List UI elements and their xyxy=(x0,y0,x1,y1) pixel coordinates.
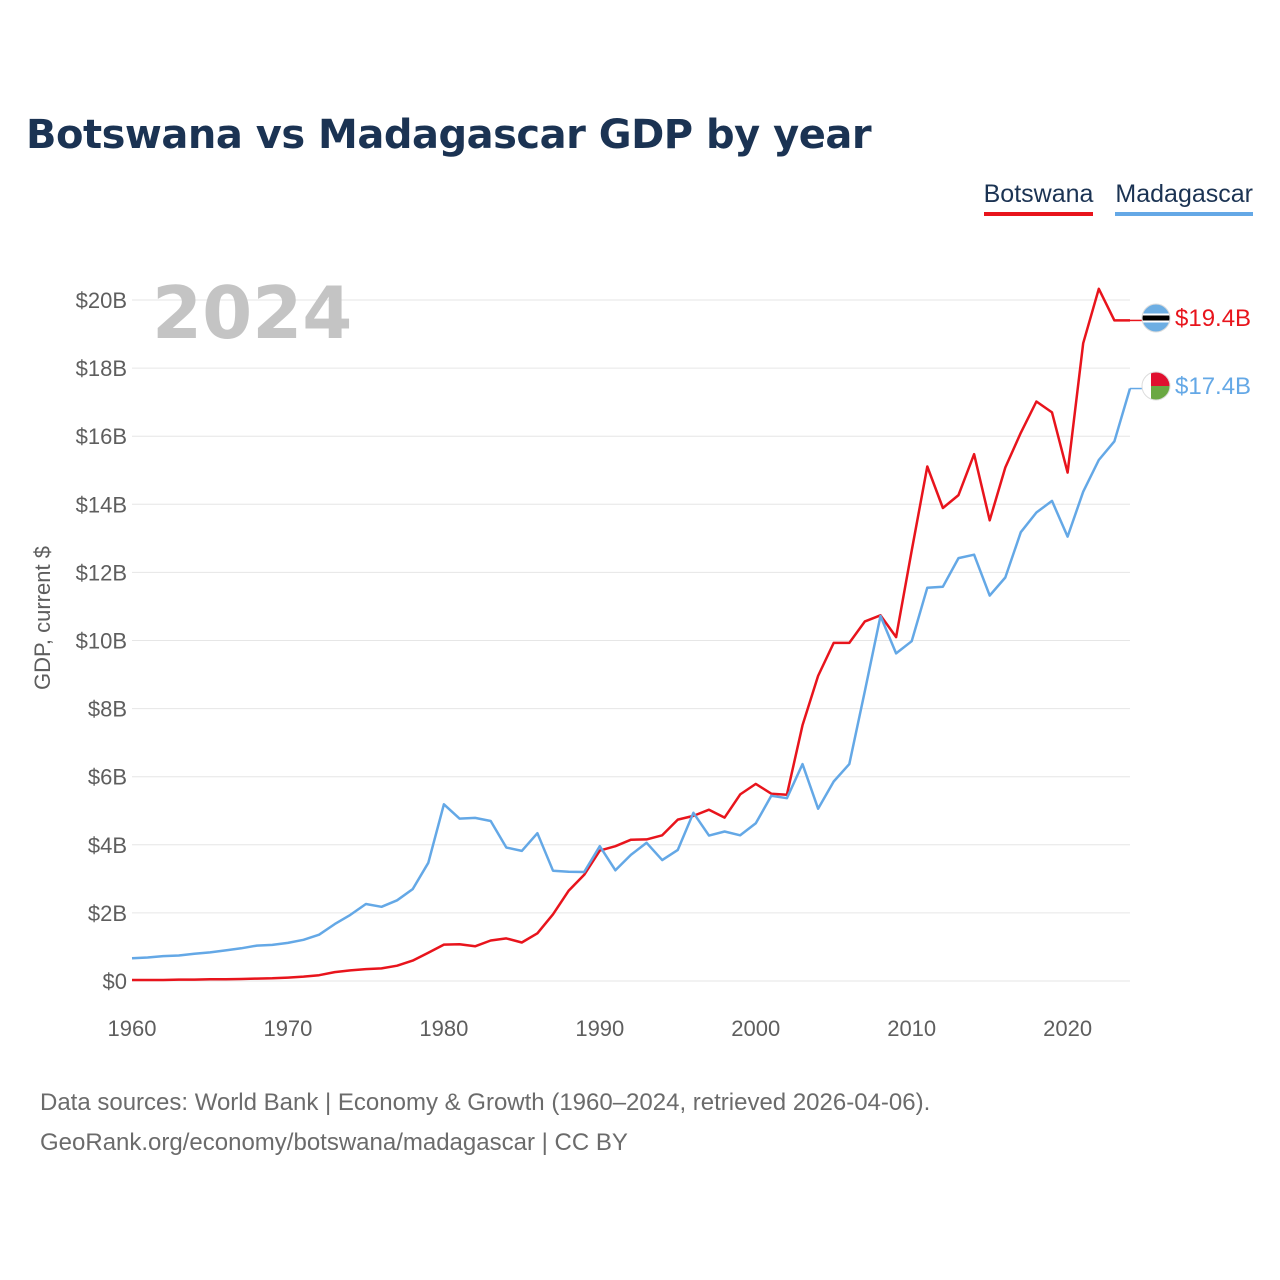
y-tick-label: $18B xyxy=(76,356,127,381)
series-line-madagascar xyxy=(131,388,1132,960)
series-line-botswana xyxy=(132,287,1130,982)
data-sources: Data sources: World Bank | Economy & Gro… xyxy=(40,1083,930,1163)
legend: Botswana Madagascar xyxy=(983,180,1253,216)
botswana-flag-icon xyxy=(1141,303,1171,333)
y-tick-label: $6B xyxy=(88,765,127,790)
y-tick-label: $8B xyxy=(88,697,127,722)
x-tick-label: 1970 xyxy=(263,1016,312,1041)
x-tick-label: 2020 xyxy=(1043,1016,1092,1041)
y-tick-label: $20B xyxy=(76,288,127,313)
year-label: 2024 xyxy=(152,271,352,355)
y-tick-label: $0 xyxy=(103,969,127,994)
y-tick-label: $10B xyxy=(76,629,127,654)
madagascar-flag-icon xyxy=(1141,371,1171,401)
sources-line-2[interactable]: GeoRank.org/economy/botswana/madagascar … xyxy=(40,1129,628,1156)
end-label-madagascar: $17.4B xyxy=(1175,373,1251,400)
x-tick-label: 1990 xyxy=(575,1016,624,1041)
y-axis-title: GDP, current $ xyxy=(30,546,55,690)
end-label-botswana: $19.4B xyxy=(1175,305,1251,332)
x-tick-label: 1960 xyxy=(108,1016,157,1041)
y-tick-label: $16B xyxy=(76,424,127,449)
line-chart: $0 $2B $4B $6B $8B $10B $12B $14B $16B $18B $20B 1… xyxy=(30,271,1251,1041)
x-tick-label: 2000 xyxy=(731,1016,780,1041)
x-tick-label: 1980 xyxy=(419,1016,468,1041)
legend-item-madagascar[interactable]: Madagascar xyxy=(1115,180,1253,216)
y-tick-label: $4B xyxy=(88,833,127,858)
chart-title: Botswana vs Madagascar GDP by year xyxy=(26,112,872,158)
x-tick-label: 2010 xyxy=(887,1016,936,1041)
sources-line-1: Data sources: World Bank | Economy & Gro… xyxy=(40,1089,931,1116)
y-tick-label: $14B xyxy=(76,492,127,517)
y-tick-label: $2B xyxy=(88,901,127,926)
legend-item-botswana[interactable]: Botswana xyxy=(983,180,1094,216)
y-tick-label: $12B xyxy=(76,560,127,585)
